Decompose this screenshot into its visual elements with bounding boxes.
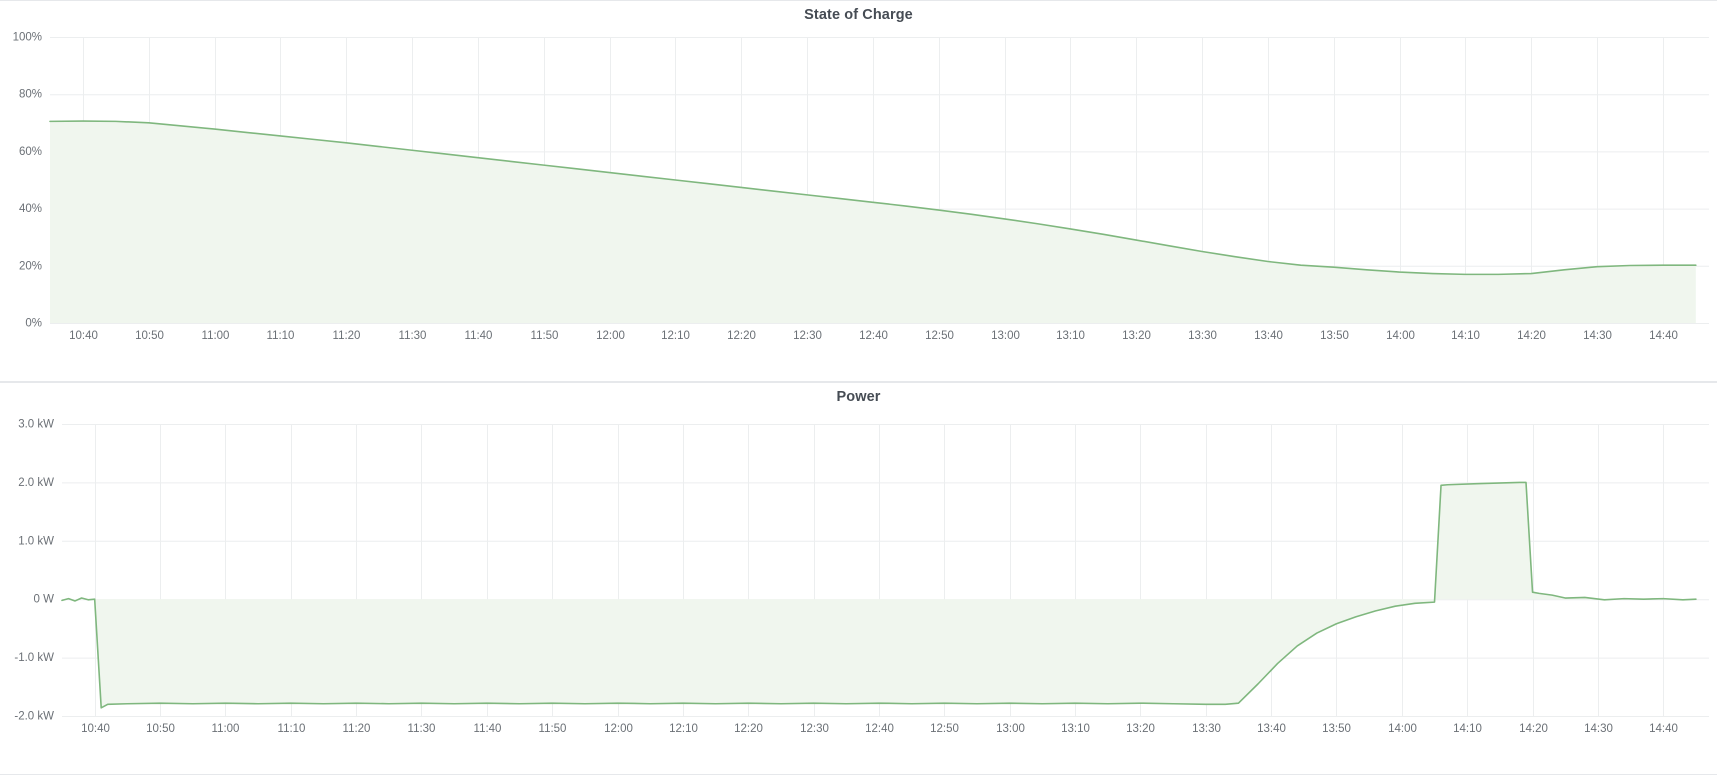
x-axis-tick-label: 11:00 [202, 330, 230, 342]
x-axis-tick-label: 14:00 [1388, 723, 1417, 735]
x-axis-tick-label: 10:40 [69, 330, 98, 342]
x-axis-tick-label: 10:50 [135, 330, 164, 342]
x-axis-tick-label: 12:40 [865, 723, 894, 735]
y-axis-tick-label: 40% [19, 203, 42, 215]
x-axis-tick-label: 11:30 [408, 723, 436, 735]
x-axis-tick-label: 12:20 [734, 723, 763, 735]
x-axis-tick-label: 13:20 [1122, 330, 1151, 342]
x-axis-tick-label: 12:50 [930, 723, 959, 735]
chart-state-of-charge[interactable]: 0% 20% 40% 60% 80% 100% 10:40 10:50 11:00 11:10 11… [0, 1, 1717, 381]
x-axis-tick-label: 11:50 [531, 330, 559, 342]
x-axis-tick-label: 11:40 [474, 723, 502, 735]
x-axis-tick-label: 13:50 [1320, 330, 1349, 342]
x-axis-tick-label: 13:30 [1188, 330, 1217, 342]
series-line [61, 481, 1697, 709]
x-axis-tick-label: 12:00 [596, 330, 625, 342]
series-area [50, 121, 1696, 323]
series-line [49, 120, 1697, 276]
x-axis-tick-label: 13:00 [996, 723, 1025, 735]
y-axis-tick-label: -1.0 kW [14, 652, 54, 664]
x-axis-tick-label: 11:20 [343, 723, 371, 735]
x-axis-tick-label: 11:50 [539, 723, 567, 735]
y-axis-tick-label: 60% [19, 146, 42, 158]
series-area [62, 482, 1696, 708]
y-axis-tick-label: 3.0 kW [18, 419, 54, 431]
x-axis-tick-label: 14:30 [1584, 723, 1613, 735]
y-axis-tick-label: 100% [13, 32, 42, 44]
x-axis-tick-label: 12:30 [793, 330, 822, 342]
panel-title-power: Power [836, 389, 881, 405]
x-axis-tick-label: 13:20 [1126, 723, 1155, 735]
x-axis-tick-label: 14:00 [1386, 330, 1415, 342]
y-axis-tick-label: 2.0 kW [18, 477, 54, 489]
panel-title-state-of-charge: State of Charge [804, 7, 913, 23]
x-axis-tick-label: 13:40 [1257, 723, 1286, 735]
y-axis-tick-label: 20% [19, 260, 42, 272]
x-axis-tick-label: 12:50 [925, 330, 954, 342]
y-axis-tick-label: -2.0 kW [14, 711, 54, 723]
x-axis-tick-label: 14:10 [1451, 330, 1480, 342]
x-axis-tick-label: 13:50 [1322, 723, 1351, 735]
x-axis-tick-label: 14:30 [1583, 330, 1612, 342]
x-axis-tick-label: 13:00 [991, 330, 1020, 342]
x-axis-tick-label: 14:20 [1517, 330, 1546, 342]
x-axis-tick-label: 12:20 [727, 330, 756, 342]
x-axis-tick-label: 14:40 [1649, 723, 1678, 735]
y-axis-tick-label: 0 W [34, 594, 55, 606]
x-axis-tick-label: 11:40 [465, 330, 493, 342]
x-axis-tick-label: 12:30 [800, 723, 829, 735]
x-axis-tick-label: 13:10 [1061, 723, 1090, 735]
x-axis-tick-label: 13:10 [1056, 330, 1085, 342]
panel-state-of-charge: State of Charge 0% 20% 40% 60% 80% 100% 10:40 1… [0, 0, 1717, 382]
x-axis-tick-label: 11:20 [333, 330, 361, 342]
x-axis-tick-label: 12:00 [604, 723, 633, 735]
x-axis-tick-label: 11:10 [278, 723, 306, 735]
x-axis-tick-label: 11:10 [267, 330, 295, 342]
y-axis-tick-label: 0% [25, 318, 42, 330]
y-axis-tick-label: 80% [19, 89, 42, 101]
chart-power[interactable]: -2.0 kW -1.0 kW 0 W 1.0 kW 2.0 kW 3.0 kW 10:40… [0, 383, 1717, 774]
x-axis-tick-label: 10:40 [81, 723, 110, 735]
x-axis-tick-label: 11:00 [212, 723, 240, 735]
x-axis-tick-label: 10:50 [146, 723, 175, 735]
x-axis-tick-label: 12:10 [669, 723, 698, 735]
y-axis-tick-label: 1.0 kW [18, 535, 54, 547]
x-axis-tick-label: 12:40 [859, 330, 888, 342]
x-axis-tick-label: 14:10 [1453, 723, 1482, 735]
x-axis-tick-label: 12:10 [661, 330, 690, 342]
x-axis-tick-label: 14:40 [1649, 330, 1678, 342]
x-axis-tick-label: 11:30 [399, 330, 427, 342]
panel-power: Power -2.0 kW -1.0 kW 0 W 1.0 kW 2.0 kW 3.0 k… [0, 382, 1717, 775]
x-axis-tick-label: 14:20 [1519, 723, 1548, 735]
x-axis-tick-label: 13:40 [1254, 330, 1283, 342]
x-axis-tick-label: 13:30 [1192, 723, 1221, 735]
